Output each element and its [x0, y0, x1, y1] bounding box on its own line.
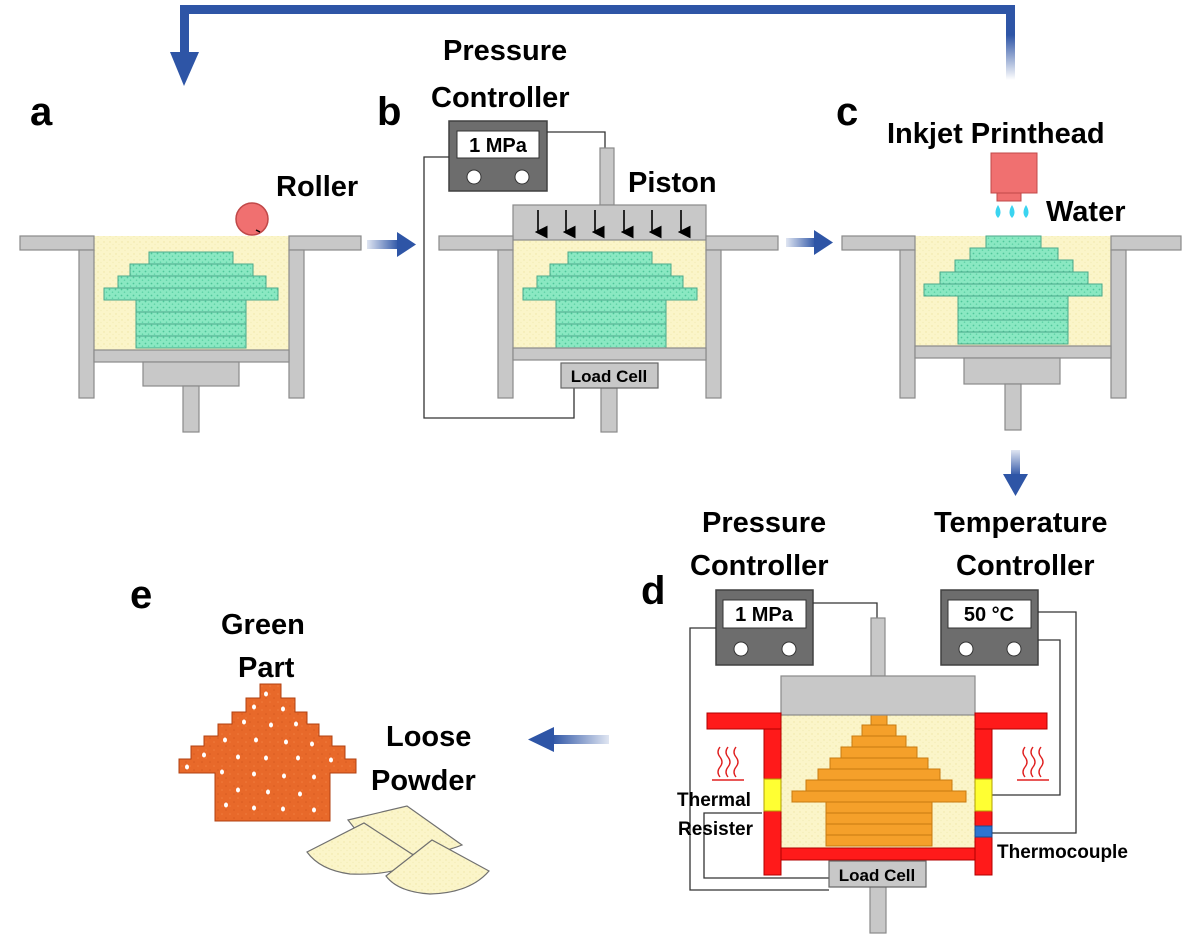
- panel-d: d Pressure Controller Temperature Contro…: [641, 507, 1128, 934]
- wire-to-load-cell: [423, 156, 575, 419]
- arrow-c-to-d: [1003, 450, 1028, 496]
- load-cell-label: Load Cell: [839, 866, 916, 885]
- temperature-readout: 50 °C: [964, 604, 1014, 626]
- return-loop-arrow: [170, 5, 1015, 86]
- pressure-readout: 1 MPa: [469, 135, 528, 157]
- control-wires: [689, 602, 1077, 891]
- pressure-controller: 1 MPa: [448, 120, 548, 192]
- thermal-resister-label-1: Thermal: [677, 790, 751, 811]
- green-part-label-2: Part: [238, 652, 295, 684]
- build-chamber: [841, 235, 1182, 431]
- panel-e-letter: e: [130, 573, 152, 617]
- pressure-controller-title-1: Pressure: [443, 35, 567, 67]
- load-cell: Load Cell: [560, 362, 659, 389]
- panel-c: c Inkjet Printhead Water: [836, 90, 1182, 431]
- panel-b: b Pressure Controller 1 MPa: [377, 35, 779, 433]
- pressure-controller: 1 MPa: [715, 589, 814, 666]
- arrow-a-to-b: [367, 232, 416, 257]
- panel-d-letter: d: [641, 569, 665, 613]
- pressure-controller-title-1: Pressure: [702, 507, 826, 539]
- green-part-label-1: Green: [221, 609, 305, 641]
- panel-e: e Green Part Loose Powder: [130, 573, 490, 895]
- wire-to-piston: [547, 131, 606, 148]
- support-rod: [869, 884, 887, 934]
- thermocouple: [974, 825, 993, 838]
- loose-powder-heaps: [306, 805, 490, 895]
- load-cell-label: Load Cell: [571, 367, 648, 386]
- pressure-readout: 1 MPa: [735, 604, 794, 626]
- panel-c-letter: c: [836, 90, 858, 134]
- water-label: Water: [1046, 196, 1126, 228]
- panel-b-letter: b: [377, 90, 401, 134]
- thermal-resister-label-2: Resister: [678, 819, 754, 840]
- arrow-b-to-c: [786, 230, 833, 255]
- panel-a-letter: a: [30, 90, 53, 134]
- temperature-controller-title-1: Temperature: [934, 507, 1108, 539]
- piston: [780, 617, 976, 716]
- build-chamber: [438, 235, 779, 433]
- roller: [235, 202, 269, 236]
- piston-label: Piston: [628, 167, 717, 199]
- printhead-label: Inkjet Printhead: [887, 118, 1105, 150]
- thermal-resisters: [763, 778, 993, 812]
- roller-label: Roller: [276, 171, 358, 203]
- piston-force-arrows: [534, 210, 691, 239]
- heat-icon: [712, 746, 744, 781]
- load-cell: Load Cell: [828, 860, 927, 888]
- green-part-stack: [923, 235, 1103, 345]
- temperature-controller: 50 °C: [940, 589, 1039, 666]
- green-part-stack: [522, 251, 698, 349]
- build-chamber: [19, 235, 362, 433]
- green-part-stack: [103, 251, 279, 349]
- loose-powder-label-2: Powder: [371, 765, 476, 797]
- arrow-d-to-e: [528, 727, 609, 752]
- pore-dots: [185, 691, 333, 813]
- pressure-controller-title-2: Controller: [690, 550, 829, 582]
- heat-icon: [1017, 746, 1049, 781]
- pressure-controller-title-2: Controller: [431, 82, 570, 114]
- inkjet-printhead: [990, 152, 1038, 202]
- sintering-part-stack: [791, 713, 967, 847]
- water-droplets: [995, 205, 1029, 218]
- panel-a: a Roller: [19, 90, 362, 433]
- green-part: [178, 683, 357, 822]
- loose-powder-label-1: Loose: [386, 721, 471, 753]
- thermocouple-label: Thermocouple: [997, 842, 1128, 863]
- temperature-controller-title-2: Controller: [956, 550, 1095, 582]
